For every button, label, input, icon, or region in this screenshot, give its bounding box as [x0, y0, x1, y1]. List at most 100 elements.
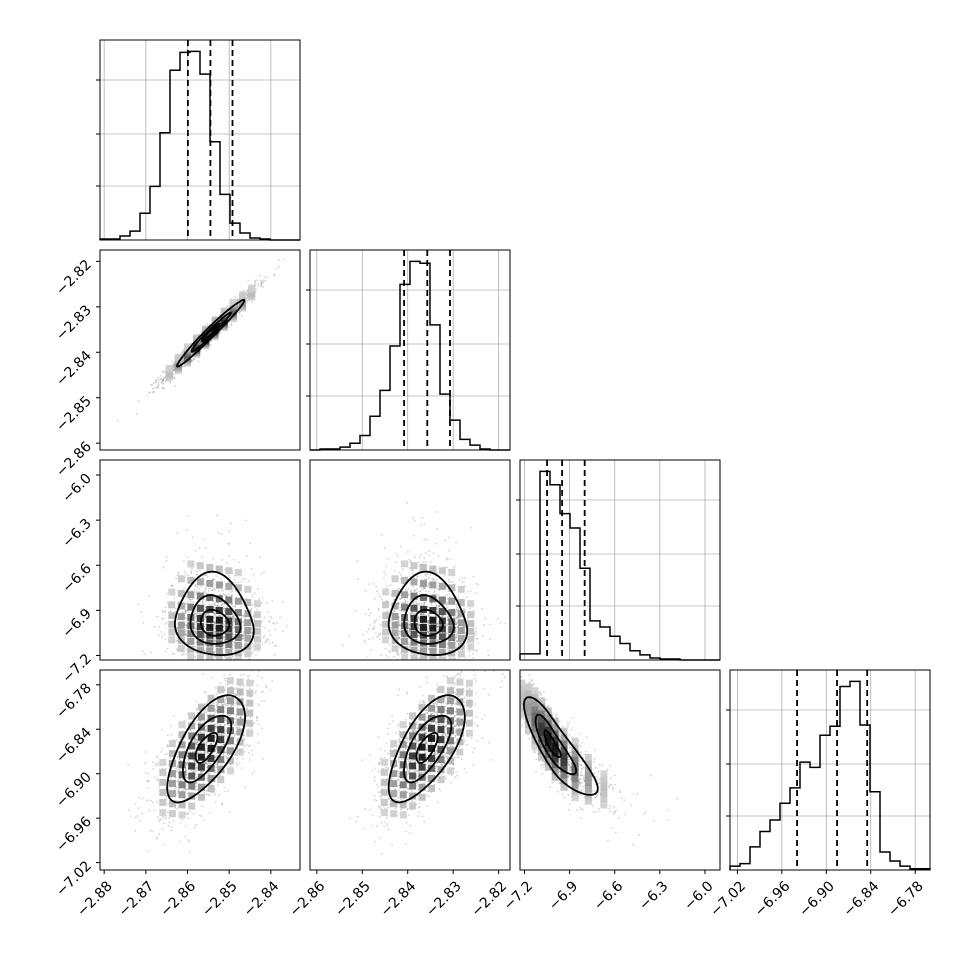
scatter-point [232, 617, 235, 620]
scatter-point [157, 384, 160, 386]
scatter-point [426, 630, 429, 633]
scatter-point [274, 628, 277, 631]
scatter-point [173, 363, 176, 366]
scatter-point [418, 561, 420, 564]
scatter-point [134, 803, 137, 805]
scatter-point [194, 645, 197, 648]
panel-frame [309, 249, 511, 451]
scatter-point [246, 290, 248, 293]
scatter-point [203, 574, 206, 577]
scatter-point [436, 622, 438, 625]
scatter-point [408, 641, 411, 644]
scatter-point [195, 573, 198, 576]
scatter-point [251, 773, 254, 776]
scatter-point [436, 528, 438, 530]
density-cell [206, 647, 214, 655]
scatter-point [441, 680, 443, 682]
scatter-point [207, 772, 209, 774]
scatter-point [203, 538, 206, 541]
scatter-point [242, 635, 245, 638]
scatter-point [225, 666, 227, 668]
scatter-point [400, 620, 403, 623]
scatter-point [477, 583, 480, 586]
scatter-point [185, 762, 188, 765]
scatter-point [257, 282, 260, 285]
scatter-point [223, 624, 226, 627]
scatter-point [213, 651, 216, 654]
density-cell [253, 643, 261, 651]
scatter-point [371, 666, 373, 668]
scatter-point [221, 661, 223, 663]
scatter-point [177, 571, 180, 574]
scatter-point [228, 529, 230, 532]
scatter-point [397, 588, 399, 590]
scatter-point [187, 610, 190, 613]
scatter-point [420, 586, 423, 589]
density-cell [438, 567, 446, 575]
scatter-point [456, 640, 458, 642]
scatter-point [204, 614, 207, 617]
scatter-point [438, 604, 441, 606]
scatter-point [211, 578, 214, 581]
scatter-point [428, 577, 431, 580]
density-cell [206, 563, 214, 571]
density-cell [438, 641, 446, 649]
scatter-point [386, 656, 389, 659]
scatter-point [263, 634, 266, 637]
scatter-point [207, 662, 209, 664]
scatter-point [423, 601, 425, 604]
scatter-point [235, 731, 237, 734]
scatter-point [165, 606, 167, 609]
scatter-point [395, 552, 398, 555]
scatter-point [446, 643, 448, 646]
scatter-point [261, 281, 263, 284]
scatter-point [234, 581, 237, 584]
scatter-point [395, 561, 398, 564]
scatter-point [217, 604, 219, 606]
scatter-point [442, 615, 445, 617]
scatter-point [229, 576, 231, 579]
scatter-point [213, 601, 216, 604]
scatter-point [275, 644, 278, 647]
scatter-point [445, 601, 448, 604]
scatter-point [217, 724, 219, 726]
scatter-point [369, 663, 371, 665]
scatter-point [260, 282, 263, 285]
scatter-point [227, 615, 230, 618]
scatter-point [448, 536, 451, 539]
scatter-point [156, 756, 159, 759]
scatter-point [215, 693, 218, 696]
density-cell [206, 593, 214, 601]
scatter-point [157, 381, 160, 384]
scatter-point [219, 724, 221, 726]
scatter-point [151, 387, 154, 390]
scatter-point [232, 622, 235, 624]
scatter-point [197, 591, 200, 593]
scatter-point [455, 663, 457, 665]
scatter-point [422, 561, 425, 564]
scatter-point [453, 565, 456, 568]
scatter-point [504, 622, 507, 625]
scatter-point [204, 643, 207, 646]
density-cell [244, 619, 252, 627]
scatter-point [198, 587, 200, 590]
density-cell [225, 641, 233, 649]
scatter-point [206, 575, 209, 578]
scatter-point [392, 610, 395, 613]
scatter-point [148, 391, 151, 394]
scatter-point [427, 612, 430, 615]
scatter-point [399, 609, 402, 612]
scatter-point [183, 570, 186, 573]
density-cell [215, 632, 223, 640]
scatter-point [135, 412, 138, 415]
scatter-point [213, 587, 215, 590]
density-cell [457, 634, 465, 642]
scatter-point [275, 621, 278, 624]
scatter-point [220, 532, 223, 535]
scatter-point [222, 593, 225, 595]
scatter-point [214, 656, 216, 658]
scatter-point [252, 615, 254, 618]
scatter-point [463, 608, 466, 611]
scatter-point [242, 637, 244, 640]
scatter-point [423, 601, 426, 604]
